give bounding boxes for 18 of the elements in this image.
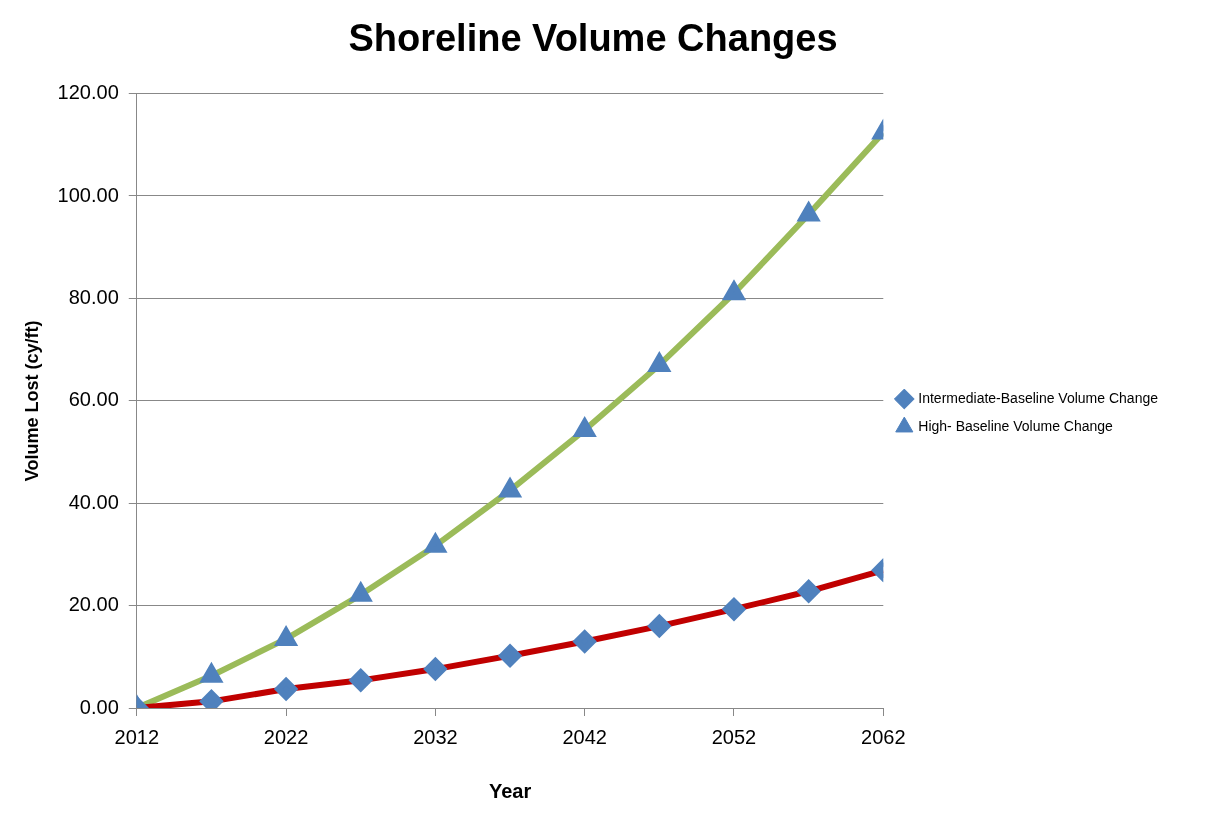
x-axis-title: Year — [488, 779, 532, 802]
x-tick-label: 2062 — [861, 725, 906, 748]
chart-title: Shoreline Volume Changes — [348, 17, 838, 60]
x-tick-label: 2022 — [263, 725, 309, 748]
legend-label: High- Baseline Volume Change — [918, 417, 1114, 434]
y-axis-title: Volume Lost (cy/ft) — [21, 320, 42, 482]
y-tick-label: 40.00 — [68, 490, 119, 513]
y-tick-label: 100.00 — [57, 183, 119, 206]
legend-label: Intermediate-Baseline Volume Change — [918, 389, 1159, 406]
y-tick-label: 60.00 — [68, 388, 119, 411]
y-tick-label: 20.00 — [68, 593, 119, 616]
y-tick-label: 80.00 — [68, 285, 119, 308]
x-tick-label: 2052 — [711, 725, 757, 748]
y-tick-label: 0.00 — [79, 695, 119, 718]
x-tick-label: 2042 — [562, 725, 607, 748]
x-tick-label: 2012 — [114, 725, 160, 748]
y-tick-label: 120.00 — [57, 81, 119, 104]
x-tick-label: 2032 — [413, 725, 458, 748]
